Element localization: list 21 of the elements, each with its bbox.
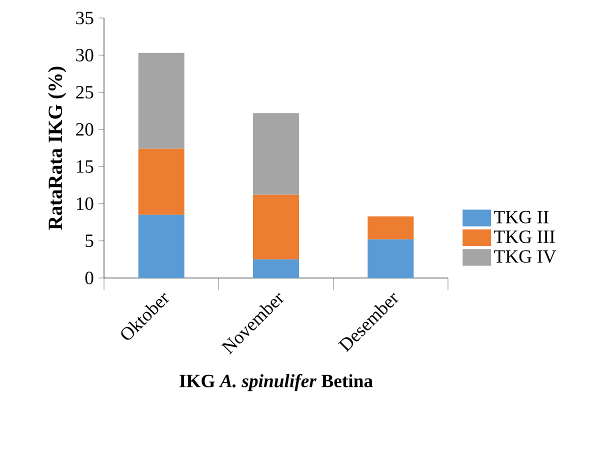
y-tick-label: 5 [86, 234, 94, 248]
bar [368, 216, 414, 240]
legend-label: TKG II [494, 210, 548, 224]
y-tick-label: 30 [76, 48, 94, 62]
y-tick-label: 10 [76, 197, 94, 210]
bar [138, 148, 184, 215]
x-axis-title: IKG A. spinulifer Betina [180, 374, 373, 392]
bar [253, 194, 300, 260]
legend-label: TKG III [494, 230, 555, 244]
legend-label: TKG IV [494, 250, 556, 263]
bar [138, 214, 184, 278]
bar [138, 52, 184, 149]
y-tick-label: 15 [76, 160, 94, 173]
y-tick-label: 25 [76, 86, 94, 99]
y-axis-title: RataRata IKG (%) [48, 66, 66, 230]
bar [368, 239, 414, 278]
y-tick-label: 0 [85, 272, 94, 284]
y-tick-label: 20 [76, 123, 94, 136]
bar [253, 259, 300, 278]
y-tick-label: 35 [76, 12, 94, 24]
bar [253, 113, 300, 195]
